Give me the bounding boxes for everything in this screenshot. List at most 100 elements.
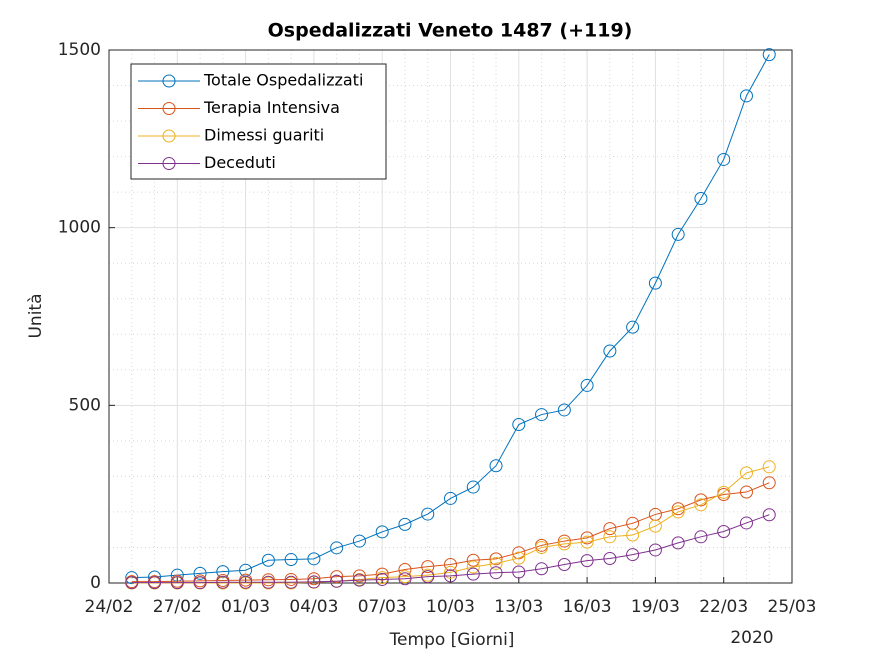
series-line bbox=[131, 514, 770, 584]
marker bbox=[193, 576, 207, 590]
marker bbox=[671, 227, 685, 241]
marker bbox=[330, 574, 344, 588]
marker bbox=[193, 566, 207, 580]
series-line bbox=[131, 54, 770, 579]
marker bbox=[489, 556, 503, 570]
marker bbox=[512, 551, 526, 565]
marker bbox=[580, 554, 594, 568]
marker bbox=[489, 552, 503, 566]
marker bbox=[694, 498, 708, 512]
marker bbox=[466, 480, 480, 494]
marker bbox=[762, 476, 776, 490]
marker bbox=[125, 576, 139, 590]
marker bbox=[216, 575, 230, 589]
x-secondary-label: 2020 bbox=[730, 628, 773, 648]
marker bbox=[648, 519, 662, 533]
marker bbox=[580, 378, 594, 392]
marker bbox=[375, 572, 389, 586]
marker bbox=[307, 552, 321, 566]
x-tick-label: 25/03 bbox=[768, 597, 817, 617]
marker bbox=[307, 572, 321, 586]
legend-label: Dimessi guariti bbox=[204, 126, 324, 145]
x-tick-label: 01/03 bbox=[221, 597, 270, 617]
y-tick-label: 1000 bbox=[58, 218, 101, 238]
x-tick-label: 10/03 bbox=[426, 597, 475, 617]
marker bbox=[694, 192, 708, 206]
marker bbox=[535, 562, 549, 576]
marker bbox=[466, 560, 480, 574]
marker bbox=[421, 570, 435, 584]
marker bbox=[580, 531, 594, 545]
x-tick-label: 07/03 bbox=[358, 597, 407, 617]
marker bbox=[557, 403, 571, 417]
legend-marker bbox=[162, 74, 176, 88]
marker bbox=[717, 485, 731, 499]
marker bbox=[648, 276, 662, 290]
marker bbox=[330, 570, 344, 584]
marker bbox=[717, 152, 731, 166]
marker bbox=[398, 562, 412, 576]
series-line bbox=[131, 482, 770, 583]
legend-label: Deceduti bbox=[204, 153, 276, 172]
marker bbox=[512, 565, 526, 579]
legend-marker bbox=[162, 102, 176, 115]
legend: Totale Ospedalizzati Terapia Intensiva Dim… bbox=[130, 63, 387, 180]
marker bbox=[694, 493, 708, 507]
marker bbox=[444, 491, 457, 505]
marker bbox=[557, 537, 571, 551]
marker bbox=[671, 536, 685, 550]
marker bbox=[762, 508, 776, 522]
marker bbox=[626, 320, 640, 334]
legend-label: Terapia Intensiva bbox=[203, 98, 340, 117]
marker bbox=[557, 558, 571, 572]
marker bbox=[444, 558, 457, 572]
marker bbox=[307, 575, 321, 589]
y-tick-label: 500 bbox=[69, 395, 101, 415]
marker bbox=[671, 502, 685, 516]
marker bbox=[352, 573, 366, 587]
marker bbox=[762, 48, 776, 62]
marker bbox=[762, 460, 776, 474]
marker bbox=[466, 567, 480, 581]
y-axis-label: Unità bbox=[26, 293, 46, 338]
marker bbox=[739, 485, 753, 499]
series-line bbox=[131, 466, 770, 584]
marker bbox=[603, 522, 617, 536]
marker bbox=[489, 566, 503, 580]
marker bbox=[352, 534, 366, 548]
marker bbox=[717, 524, 731, 538]
marker bbox=[375, 567, 389, 581]
marker bbox=[148, 576, 162, 590]
marker bbox=[512, 418, 526, 432]
marker bbox=[603, 344, 617, 358]
marker bbox=[216, 565, 230, 579]
marker bbox=[603, 551, 617, 565]
marker bbox=[444, 569, 457, 583]
marker bbox=[489, 459, 503, 473]
x-axis-label: Tempo [Giorni] bbox=[389, 630, 515, 650]
x-tick-label: 22/03 bbox=[699, 597, 748, 617]
marker bbox=[739, 516, 753, 530]
marker bbox=[421, 507, 435, 521]
x-tick-label: 24/02 bbox=[85, 597, 134, 617]
marker bbox=[125, 571, 139, 585]
axes-box bbox=[108, 49, 793, 584]
marker bbox=[352, 569, 366, 583]
legend-marker bbox=[162, 157, 176, 170]
marker bbox=[603, 530, 617, 544]
marker bbox=[284, 575, 298, 589]
marker bbox=[398, 517, 412, 531]
marker bbox=[444, 565, 457, 579]
marker bbox=[398, 572, 412, 586]
marker bbox=[580, 535, 594, 549]
marker bbox=[239, 575, 253, 589]
marker bbox=[261, 553, 275, 567]
x-tick-label: 27/02 bbox=[153, 597, 202, 617]
marker bbox=[694, 530, 708, 544]
y-tick-label: 0 bbox=[90, 573, 101, 593]
marker bbox=[626, 528, 640, 542]
marker bbox=[375, 525, 389, 539]
marker bbox=[466, 553, 480, 567]
marker bbox=[557, 534, 571, 548]
